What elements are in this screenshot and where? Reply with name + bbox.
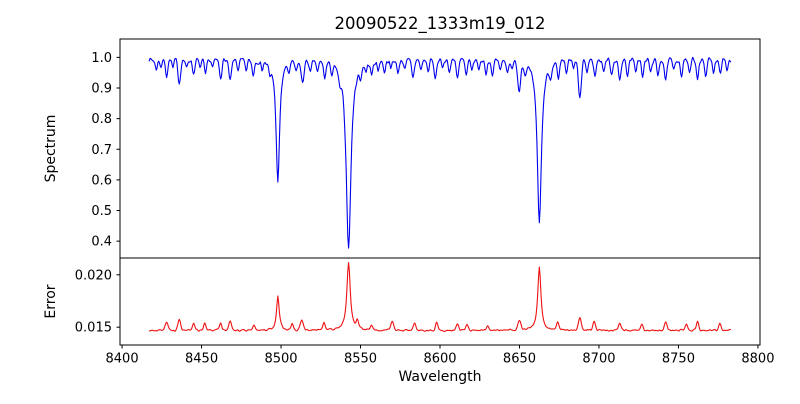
x-tick-label: 8400	[106, 352, 139, 367]
spectrum-panel: 0.4 0.5 0.6 0.7 0.8 0.9 1.0 Spectrum	[43, 38, 761, 259]
spectrum-y-tick-label: 0.6	[91, 173, 112, 188]
x-tick-label: 8650	[503, 352, 536, 367]
spectrum-y-ticks: 0.4 0.5 0.6 0.7 0.8 0.9 1.0	[91, 51, 120, 250]
x-axis-label: Wavelength	[398, 369, 481, 385]
spectrum-line	[148, 56, 732, 249]
x-tick-label: 8750	[662, 352, 695, 367]
x-tick-label: 8500	[264, 352, 297, 367]
x-axis-ticks: 8400 8450 8500 8550 8600 8650 8700 8750 8800	[106, 345, 774, 367]
x-tick-label: 8550	[344, 352, 377, 367]
x-tick-label: 8450	[185, 352, 218, 367]
error-panel: 0.015 0.020 Error	[43, 257, 761, 346]
spectrum-y-tick-label: 0.7	[91, 143, 112, 158]
error-y-tick-label: 0.020	[75, 268, 112, 283]
error-line	[148, 262, 732, 332]
spectrum-y-tick-label: 1.0	[91, 51, 112, 66]
x-tick-label: 8600	[423, 352, 456, 367]
spectrum-y-tick-label: 0.9	[91, 82, 112, 97]
error-y-tick-label: 0.015	[75, 321, 112, 336]
spectrum-y-tick-label: 0.4	[91, 235, 112, 250]
error-y-axis-label: Error	[43, 284, 59, 318]
x-tick-label: 8700	[582, 352, 615, 367]
spectrum-y-tick-label: 0.5	[91, 204, 112, 219]
chart-title: 20090522_1333m19_012	[334, 14, 545, 34]
error-axes-border	[119, 257, 761, 346]
spectrum-y-tick-label: 0.8	[91, 112, 112, 127]
x-tick-label: 8800	[741, 352, 774, 367]
error-y-ticks: 0.015 0.020	[75, 268, 120, 336]
spectrum-y-axis-label: Spectrum	[43, 115, 59, 183]
